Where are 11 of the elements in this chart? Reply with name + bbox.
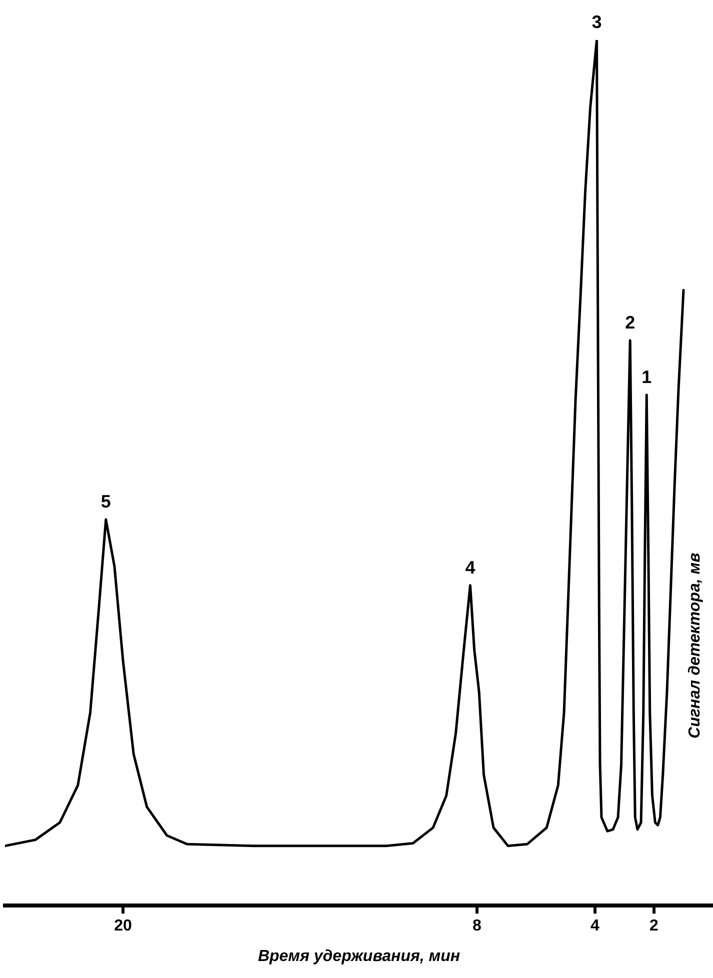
x-tick-label: 20: [114, 918, 132, 935]
x-tick-label: 4: [590, 918, 600, 935]
annotation: 2: [625, 312, 636, 332]
y-axis-title: Сигнал детектора, мв: [686, 552, 704, 738]
annotation: 4: [465, 557, 476, 578]
x-tick-label: 8: [472, 918, 482, 935]
x-tick-label: 2: [650, 918, 659, 935]
annotation: 5: [100, 492, 111, 512]
x-axis-title: Время удерживания, мин: [258, 948, 460, 965]
annotation: 1: [642, 366, 652, 387]
annotation: 3: [592, 12, 602, 32]
